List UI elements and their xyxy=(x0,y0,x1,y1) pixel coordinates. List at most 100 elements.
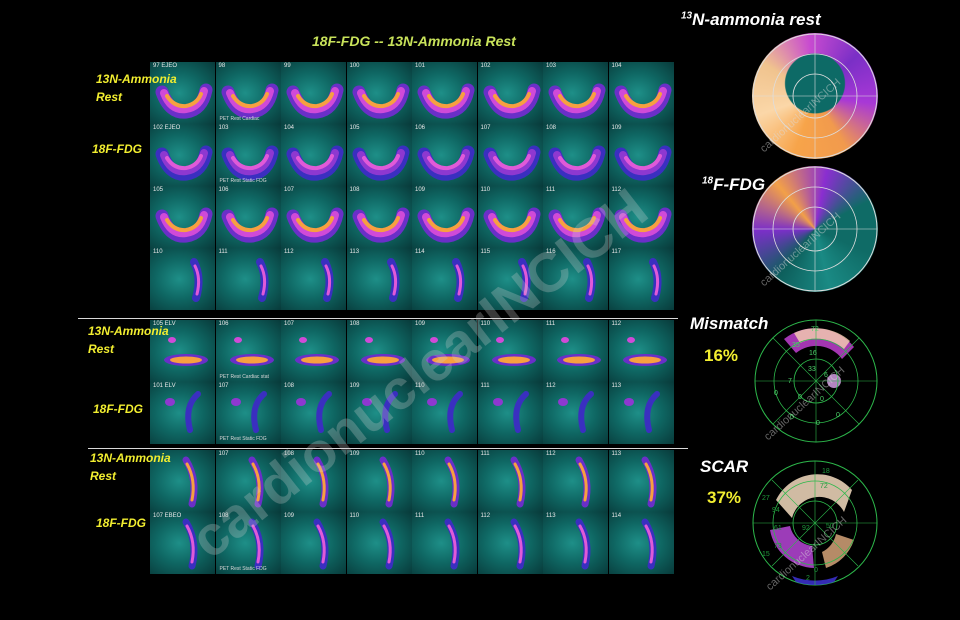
slice-image: 101 xyxy=(412,62,477,124)
slice-number: 110 xyxy=(415,383,425,389)
slice-uptake xyxy=(452,258,465,302)
slice-number: 107 xyxy=(218,451,229,457)
slice-number: 108 xyxy=(546,125,557,131)
slice-number: 110 xyxy=(349,513,360,519)
segment-value: 0 xyxy=(790,414,794,421)
slice-image: 112 xyxy=(608,320,674,382)
slice-number: 101 ELV xyxy=(153,383,176,389)
slice-image: 110 xyxy=(346,512,412,574)
slice-image: 108 xyxy=(346,320,412,382)
slice-uptake xyxy=(510,518,525,570)
row-label: 13N-Ammonia Rest xyxy=(96,72,177,104)
slice-image: 109 xyxy=(412,320,477,382)
slice-number: 100 xyxy=(349,63,360,69)
slice-number: 110 xyxy=(480,187,491,193)
segment-value: 72 xyxy=(820,483,828,490)
slice-number: 112 xyxy=(546,451,556,457)
slice-tag: PET Rest Static FDG xyxy=(219,566,267,572)
segment-value: 50 xyxy=(826,523,834,530)
slice-image: 97 EJEO xyxy=(150,62,215,124)
slice-row: 105 106 107 108 109 110 111 112 xyxy=(150,186,674,248)
slice-image: 110 xyxy=(477,186,543,248)
slice-image: 110 xyxy=(412,450,477,512)
slice-number: 109 xyxy=(349,451,360,457)
segment-value: 0 xyxy=(814,567,818,574)
slice-image: 108 xyxy=(281,450,346,512)
slice-uptake xyxy=(155,207,213,243)
slice-number: 106 xyxy=(415,125,426,131)
slice-uptake xyxy=(286,207,344,243)
slice-image: 103 PET Rest Static FDG xyxy=(215,124,281,186)
slice-number: 109 xyxy=(415,321,426,327)
slice-uptake xyxy=(614,145,671,181)
segment-value: 15 xyxy=(762,551,770,558)
row-label: 18F-FDG xyxy=(92,142,143,156)
slice-image: 111 xyxy=(543,320,608,382)
slice-number: 107 xyxy=(284,187,295,193)
slice-image: 100 xyxy=(346,62,412,124)
slice-tag: PET Rest Cardiac xyxy=(219,116,260,122)
slice-number: 113 xyxy=(546,513,556,519)
slice-image: 113 xyxy=(608,450,674,512)
slice-number: 108 xyxy=(218,513,229,519)
slice-uptake xyxy=(255,258,269,302)
slice-number: 107 xyxy=(284,321,295,327)
slice-number: 113 xyxy=(349,249,360,255)
slice-row: 101 ELV 107 PET Rest Static FDG 108 109 110 11… xyxy=(150,382,674,444)
segment-value: 92 xyxy=(802,525,810,532)
slice-image: 105 xyxy=(346,124,412,186)
slice-image: 108 xyxy=(281,382,346,444)
slice-number: 115 xyxy=(480,249,491,255)
slice-uptake xyxy=(444,518,460,570)
slice-number: 109 xyxy=(415,187,426,193)
slice-uptake xyxy=(360,337,405,366)
slice-uptake xyxy=(155,145,213,181)
slice-number: 107 xyxy=(480,125,491,131)
polar-map-scar: 18 72 94 27 15 73 61 50 92 0 2 xyxy=(752,460,878,586)
slice-number: 108 xyxy=(349,187,360,193)
slice-image: 107 xyxy=(215,450,281,512)
segment-value: 18 xyxy=(822,468,830,475)
slice-number: 112 xyxy=(480,513,491,519)
slice-number: 110 xyxy=(480,321,491,327)
slice-number: 102 xyxy=(480,63,491,69)
slice-number: 102 EJEO xyxy=(153,125,181,131)
slice-image: 112 xyxy=(608,186,674,248)
slice-image: 111 xyxy=(477,382,543,444)
segment-value: 0 xyxy=(816,420,820,427)
slice-image: 112 xyxy=(543,382,608,444)
slice-number: 116 xyxy=(546,249,556,255)
slice-uptake xyxy=(221,83,278,119)
slice-image: 98 PET Rest Cardiac xyxy=(215,62,281,124)
slice-uptake xyxy=(286,145,344,181)
slice-number: 109 xyxy=(611,125,622,131)
slice-tag: PET Rest Static FDG xyxy=(219,436,267,442)
slice-image: 112 xyxy=(281,248,346,310)
slice-image: 111 xyxy=(215,248,281,310)
slice-number: 110 xyxy=(415,451,425,457)
slice-uptake xyxy=(379,456,394,508)
slice-number: 117 xyxy=(611,249,622,255)
slice-uptake xyxy=(417,83,475,119)
slice-image: 110 xyxy=(477,320,543,382)
slice-image: 101 ELV xyxy=(150,382,215,444)
slice-uptake xyxy=(548,83,606,119)
slice-uptake xyxy=(444,456,460,508)
slice-image: 102 xyxy=(477,62,543,124)
slice-uptake xyxy=(379,518,394,570)
slice-uptake xyxy=(557,337,601,366)
slice-uptake xyxy=(221,207,278,243)
slice-number: 104 xyxy=(284,125,295,131)
slice-number: 112 xyxy=(284,249,294,255)
slice-number: 99 xyxy=(284,63,291,69)
slice-uptake xyxy=(510,456,525,508)
slice-uptake xyxy=(492,391,529,433)
slice-number: 103 xyxy=(546,63,557,69)
slice-row: 97 EJEO 98 PET Rest Cardiac 99 100 101 102 103 1… xyxy=(150,62,674,124)
slice-uptake xyxy=(248,456,263,508)
slice-number: 111 xyxy=(546,321,556,327)
slice-image: 102 EJEO xyxy=(150,124,215,186)
segment-value: 0 xyxy=(836,412,840,419)
segment-value: 27 xyxy=(762,495,770,502)
slice-row: 105 ELV 106 PET Rest Cardiac stat 107 108 109… xyxy=(150,320,674,382)
